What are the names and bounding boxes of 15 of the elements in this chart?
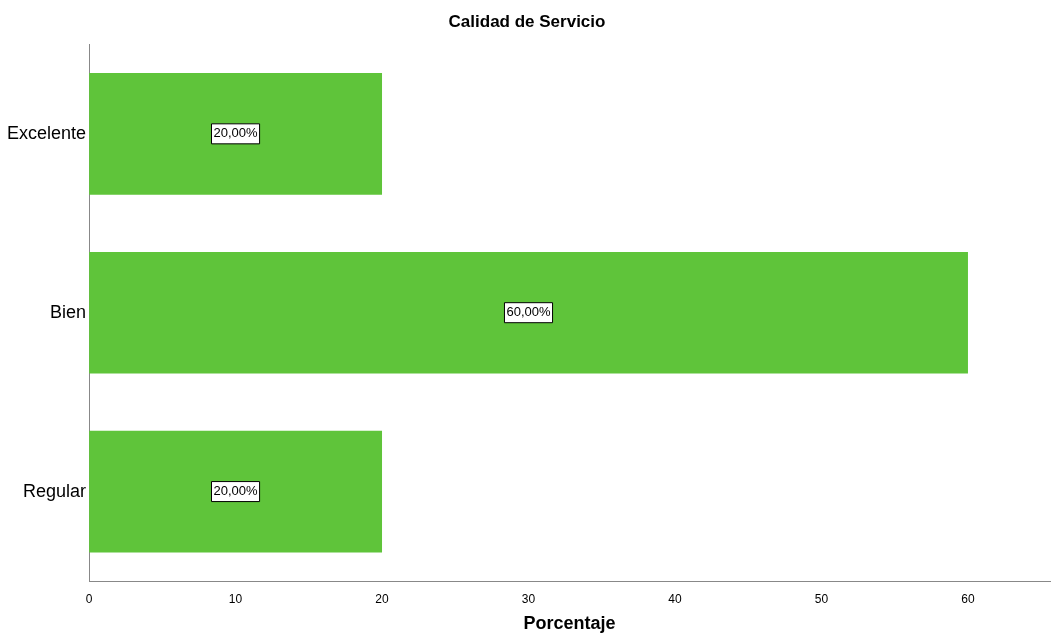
x-tick-label: 60 [961,591,975,606]
data-label: 20,00% [213,125,259,141]
data-label: 60,00% [506,304,551,320]
x-tick-label: 50 [814,591,829,606]
chart-title: Calidad de Servicio [448,11,606,31]
y-tick-label: Bien [50,301,87,322]
data-label: 20,00% [213,483,259,499]
x-axis-title: Porcentaje [523,613,616,634]
x-tick-label: 10 [228,591,243,606]
x-tick-label: 0 [85,591,93,606]
x-tick-label: 30 [521,591,536,606]
x-tick-label: 20 [375,591,390,606]
y-tick-label: Excelente [6,122,87,143]
x-tick-label: 40 [668,591,682,606]
y-tick-label: Regular [23,480,87,501]
